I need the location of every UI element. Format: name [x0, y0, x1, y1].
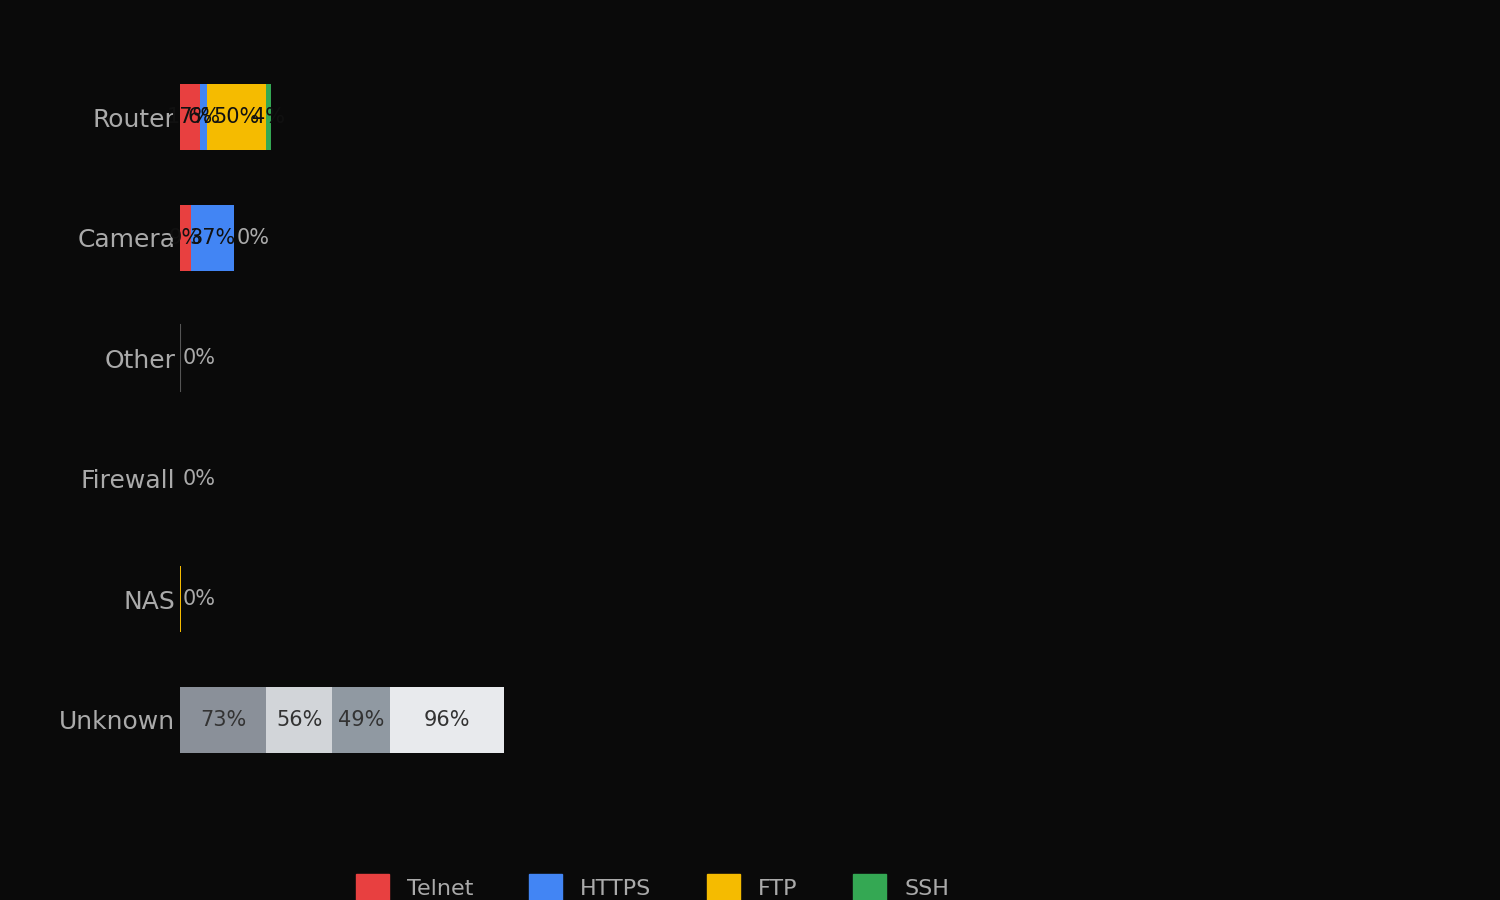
Bar	[266, 687, 333, 752]
Text: 0%: 0%	[183, 348, 216, 368]
Text: 37%: 37%	[189, 228, 236, 248]
Bar	[180, 687, 266, 752]
Text: 50%: 50%	[213, 107, 260, 127]
Text: 9%: 9%	[170, 228, 202, 248]
Bar	[390, 687, 504, 752]
Bar	[266, 85, 272, 150]
Text: 56%: 56%	[276, 710, 322, 730]
Bar	[333, 687, 390, 752]
Bar	[180, 204, 190, 271]
Bar	[180, 85, 200, 150]
Text: 0%: 0%	[183, 590, 216, 609]
Text: 73%: 73%	[200, 710, 246, 730]
Text: 6%: 6%	[188, 107, 220, 127]
Legend: Telnet, HTTPS, FTP, SSH: Telnet, HTTPS, FTP, SSH	[345, 863, 960, 900]
Text: 96%: 96%	[423, 710, 470, 730]
Text: 49%: 49%	[338, 710, 384, 730]
Text: 0%: 0%	[237, 228, 270, 248]
Text: 0%: 0%	[183, 469, 216, 489]
Bar	[190, 204, 234, 271]
Text: 4%: 4%	[252, 107, 285, 127]
Bar	[200, 85, 207, 150]
Text: 17%: 17%	[166, 107, 213, 127]
Bar	[207, 85, 266, 150]
